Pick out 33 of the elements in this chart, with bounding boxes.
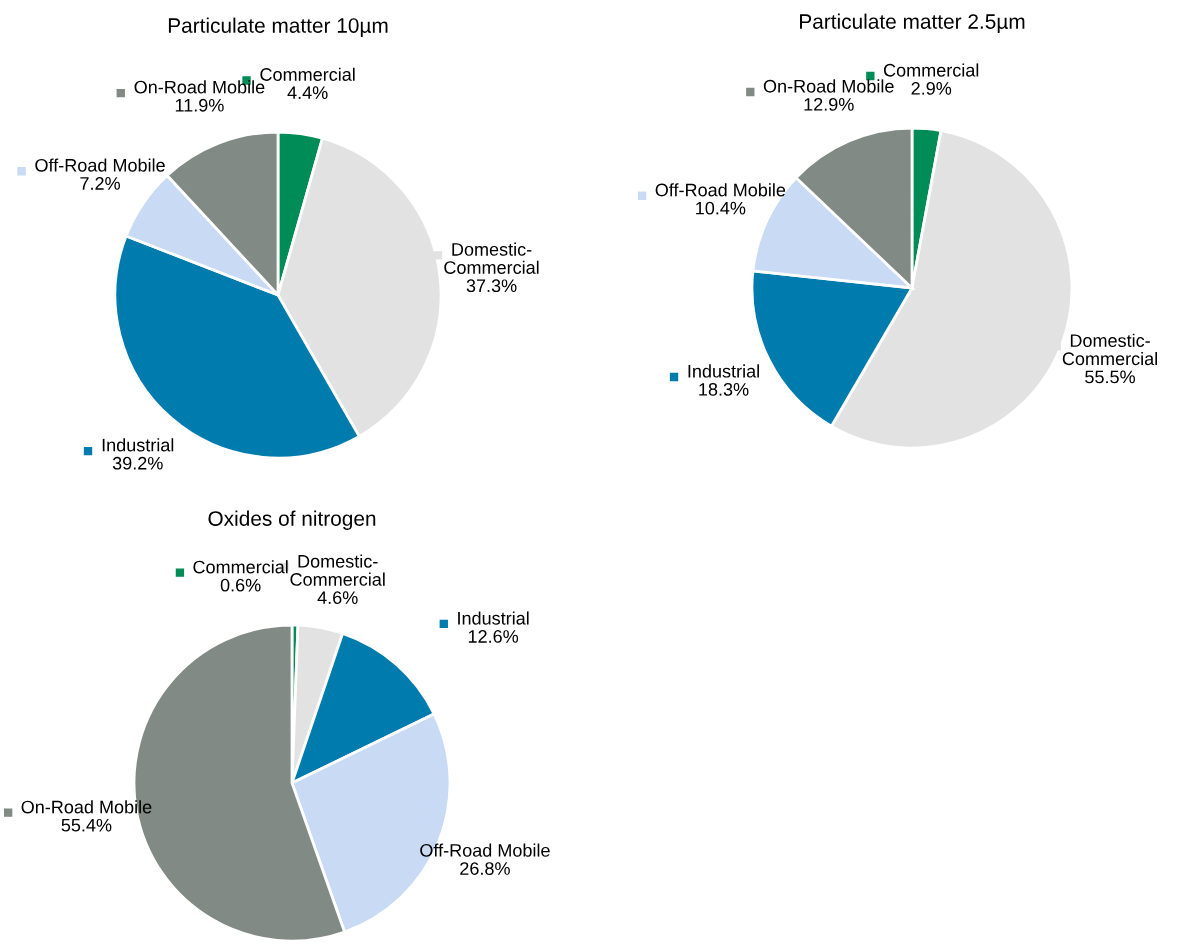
data-label: 4.6% — [317, 591, 358, 604]
data-label: 2.9% — [911, 81, 952, 95]
chart-title: Oxides of nitrogen — [208, 510, 376, 530]
legend-label: Domestic-Commercial — [1062, 333, 1157, 366]
legend-label: Commercial — [260, 67, 355, 81]
data-label: 4.4% — [287, 86, 328, 99]
data-label: 12.6% — [468, 630, 519, 643]
legend-label: Commercial — [193, 560, 288, 574]
legend-label: On-Road Mobile — [134, 80, 265, 94]
legend-label: On-Road Mobile — [763, 79, 894, 93]
data-label: 37.3% — [466, 279, 517, 293]
data-label: 7.2% — [80, 177, 120, 190]
data-label: 39.2% — [112, 456, 163, 470]
legend-label: Off-Road Mobile — [655, 183, 786, 197]
data-label: 12.9% — [804, 97, 854, 111]
legend-label: Commercial — [883, 63, 979, 77]
legend-label: Off-Road Mobile — [35, 158, 165, 172]
chart-title: Particulate matter 2.5µm — [800, 13, 1025, 33]
data-label: 55.5% — [1085, 370, 1135, 384]
chart-title: Particulate matter 10µm — [168, 17, 388, 37]
legend-label: Industrial — [102, 438, 174, 452]
legend-label: Industrial — [688, 364, 759, 378]
data-label: 26.8% — [460, 862, 510, 875]
data-label: 55.4% — [61, 818, 112, 832]
slice-label: Off-Road Mobile — [420, 843, 550, 857]
data-label: 10.4% — [696, 201, 746, 215]
data-label: 18.3% — [699, 382, 749, 396]
legend-label: Industrial — [458, 611, 529, 625]
data-label: 11.9% — [175, 98, 224, 112]
legend-label: On-Road Mobile — [21, 800, 152, 814]
legend-label: Domestic-Commercial — [444, 242, 539, 274]
data-label: 0.6% — [220, 578, 261, 592]
legend-label: Domestic-Commercial — [290, 554, 385, 586]
